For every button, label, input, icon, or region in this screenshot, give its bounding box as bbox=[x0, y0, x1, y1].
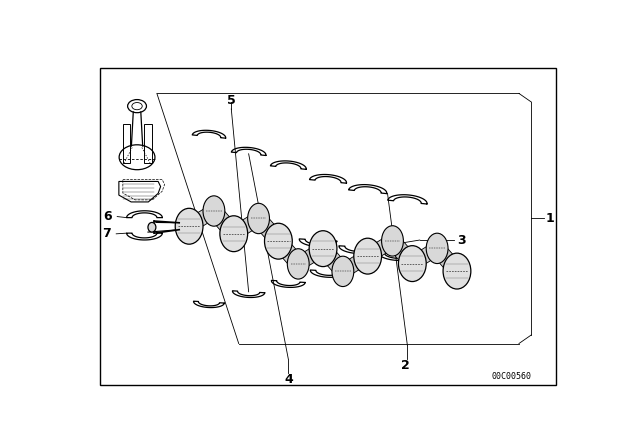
Text: 7: 7 bbox=[102, 227, 111, 240]
Ellipse shape bbox=[354, 238, 381, 274]
Ellipse shape bbox=[309, 231, 337, 267]
Ellipse shape bbox=[175, 208, 203, 244]
Bar bbox=[144, 124, 152, 163]
Ellipse shape bbox=[203, 196, 225, 226]
Polygon shape bbox=[228, 214, 264, 238]
Polygon shape bbox=[406, 244, 443, 268]
Ellipse shape bbox=[332, 256, 354, 287]
Ellipse shape bbox=[287, 249, 309, 279]
Text: 6: 6 bbox=[104, 210, 112, 223]
Polygon shape bbox=[337, 251, 374, 276]
Ellipse shape bbox=[148, 223, 156, 232]
Text: 2: 2 bbox=[401, 359, 409, 372]
Polygon shape bbox=[362, 236, 398, 261]
Ellipse shape bbox=[248, 203, 269, 234]
Polygon shape bbox=[183, 207, 220, 231]
Text: 5: 5 bbox=[227, 94, 236, 107]
Polygon shape bbox=[251, 215, 286, 245]
Polygon shape bbox=[429, 245, 465, 274]
Polygon shape bbox=[271, 238, 306, 267]
Polygon shape bbox=[316, 246, 351, 275]
Polygon shape bbox=[385, 238, 420, 267]
Ellipse shape bbox=[264, 223, 292, 259]
Polygon shape bbox=[292, 244, 329, 268]
Text: 3: 3 bbox=[457, 233, 465, 246]
Bar bbox=[122, 124, 130, 163]
Text: 1: 1 bbox=[545, 212, 554, 225]
Polygon shape bbox=[206, 208, 241, 237]
Text: 4: 4 bbox=[284, 373, 292, 386]
Ellipse shape bbox=[426, 233, 448, 263]
Text: 00C00560: 00C00560 bbox=[492, 372, 531, 381]
Ellipse shape bbox=[220, 216, 248, 252]
Ellipse shape bbox=[443, 253, 471, 289]
Ellipse shape bbox=[399, 246, 426, 281]
Ellipse shape bbox=[381, 226, 403, 256]
